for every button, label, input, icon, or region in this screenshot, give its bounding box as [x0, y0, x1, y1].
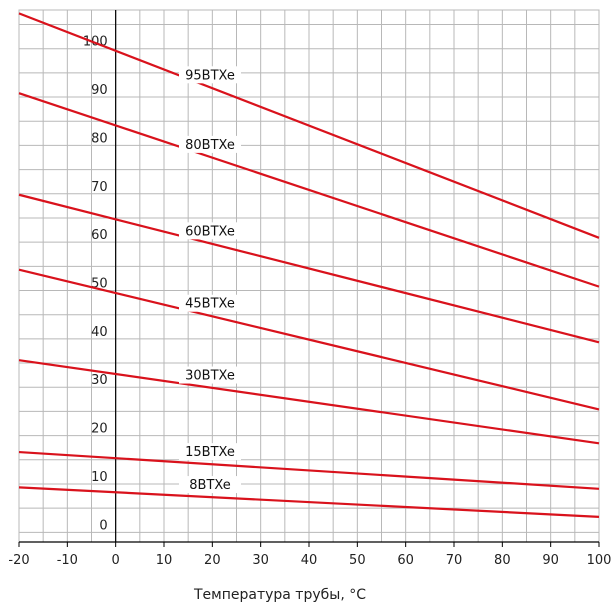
- series-label: 15BTXe: [185, 445, 235, 460]
- series-label-background: [179, 476, 241, 494]
- x-tick-label: 80: [494, 553, 511, 568]
- x-tick-label: 60: [397, 553, 414, 568]
- series-line: [18, 193, 600, 344]
- x-tick-label: 50: [349, 553, 366, 568]
- x-tick-label: -20: [8, 553, 29, 568]
- x-tick-label: 0: [112, 553, 120, 568]
- series-label-background: [179, 294, 241, 312]
- series-line: [18, 359, 600, 445]
- series-label: 8BTXe: [189, 478, 230, 493]
- y-tick-label: 30: [91, 373, 108, 388]
- series-label-background: [179, 443, 241, 461]
- series-line: [18, 450, 600, 490]
- series-label: 45BTXe: [185, 297, 235, 312]
- y-tick-label: 80: [91, 131, 108, 146]
- y-tick-label: 10: [91, 470, 108, 485]
- series-label: 80BTXe: [185, 138, 235, 153]
- series-line: [18, 268, 600, 411]
- x-tick-label: 40: [301, 553, 318, 568]
- series-line: [18, 12, 600, 239]
- x-axis-label: Температура трубы, °C: [193, 587, 366, 603]
- x-tick-label: 10: [156, 553, 173, 568]
- series-label-background: [179, 66, 241, 84]
- x-tick-label: 100: [587, 553, 612, 568]
- axes: [18, 9, 600, 547]
- series-label-background: [179, 222, 241, 240]
- x-tick-label: 30: [252, 553, 269, 568]
- series-label-background: [179, 135, 241, 153]
- series-line: [18, 92, 600, 288]
- y-tick-label: 20: [91, 422, 108, 437]
- y-tick-label: 60: [91, 228, 108, 243]
- y-tick-label: 0: [99, 518, 107, 533]
- x-tick-labels: -20 -10 0 10 20 30 40 50 60 70 80 90 100: [8, 553, 611, 568]
- x-tick-label: 90: [542, 553, 559, 568]
- series-lines: [18, 12, 600, 518]
- series-label-background: [179, 366, 241, 384]
- series-label: 60BTXe: [185, 224, 235, 239]
- series-label: 95BTXe: [185, 68, 235, 83]
- x-tick-label: 70: [446, 553, 463, 568]
- series-labels: 95BTXe 80BTXe 60BTXe 45BTXe 30BTXe 15BTXe 8BTX…: [179, 66, 241, 494]
- x-tick-label: -10: [57, 553, 78, 568]
- x-tick-label: 20: [204, 553, 221, 568]
- y-tick-label: 40: [91, 325, 108, 340]
- y-tick-label: 70: [91, 180, 108, 195]
- series-line: [18, 486, 600, 518]
- series-label: 30BTXe: [185, 369, 235, 384]
- y-tick-label: 90: [91, 83, 108, 98]
